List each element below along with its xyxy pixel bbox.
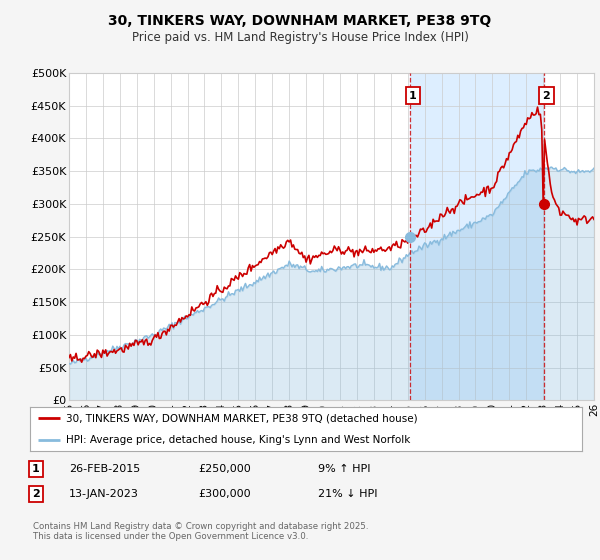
Text: 13-JAN-2023: 13-JAN-2023 — [69, 489, 139, 499]
Text: 9% ↑ HPI: 9% ↑ HPI — [318, 464, 371, 474]
Text: Price paid vs. HM Land Registry's House Price Index (HPI): Price paid vs. HM Land Registry's House … — [131, 31, 469, 44]
Text: £250,000: £250,000 — [198, 464, 251, 474]
Text: 2: 2 — [542, 91, 550, 101]
Bar — [410, 73, 544, 400]
Text: 30, TINKERS WAY, DOWNHAM MARKET, PE38 9TQ (detached house): 30, TINKERS WAY, DOWNHAM MARKET, PE38 9T… — [66, 413, 418, 423]
Text: 1: 1 — [32, 464, 40, 474]
Text: 30, TINKERS WAY, DOWNHAM MARKET, PE38 9TQ: 30, TINKERS WAY, DOWNHAM MARKET, PE38 9T… — [109, 14, 491, 28]
Text: 21% ↓ HPI: 21% ↓ HPI — [318, 489, 377, 499]
Text: 2: 2 — [32, 489, 40, 499]
Text: £300,000: £300,000 — [198, 489, 251, 499]
Text: 26-FEB-2015: 26-FEB-2015 — [69, 464, 140, 474]
Text: 1: 1 — [409, 91, 416, 101]
Text: HPI: Average price, detached house, King's Lynn and West Norfolk: HPI: Average price, detached house, King… — [66, 435, 410, 445]
Text: Contains HM Land Registry data © Crown copyright and database right 2025.
This d: Contains HM Land Registry data © Crown c… — [33, 522, 368, 542]
